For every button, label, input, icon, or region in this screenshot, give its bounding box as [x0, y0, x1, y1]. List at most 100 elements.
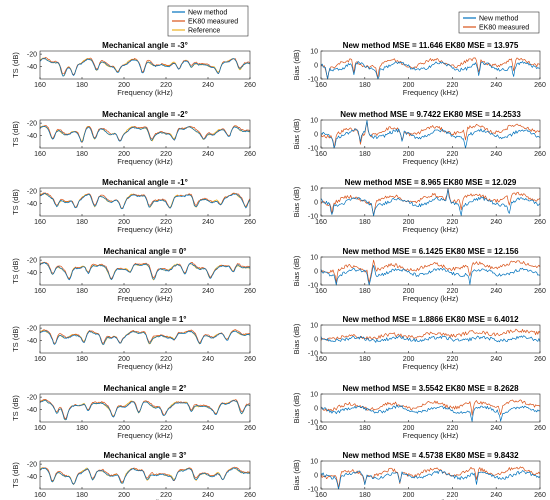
- plot-area: [321, 325, 540, 353]
- axes-frame: [39, 50, 251, 80]
- x-tick-label: 260: [244, 492, 256, 499]
- x-tick-label: 240: [202, 425, 214, 432]
- plot-area: [321, 51, 540, 79]
- plot-title: New method MSE = 3.5542 EK80 MSE = 8.262…: [342, 384, 519, 393]
- legend-box: [458, 11, 540, 34]
- axes-frame: [320, 187, 541, 217]
- x-tick-label: 260: [534, 151, 546, 158]
- y-tick-label: -20: [27, 326, 37, 333]
- x-tick-label: 260: [534, 82, 546, 89]
- x-tick-label: 160: [34, 151, 46, 158]
- plot-area: [321, 461, 540, 489]
- plot-title: Mechanical angle = -1°: [102, 178, 188, 187]
- axes-frame: [39, 324, 251, 354]
- y-tick-label: 10: [310, 255, 318, 262]
- x-tick-label: 220: [447, 219, 459, 226]
- bias-subplot: New method MSE = 8.965 EK80 MSE = 12.029…: [292, 178, 546, 234]
- x-axis-label: Frequency (kHz): [117, 498, 173, 500]
- y-tick-label: -40: [27, 338, 37, 345]
- x-axis-label: Frequency (kHz): [117, 88, 173, 97]
- x-tick-label: 180: [359, 356, 371, 363]
- y-tick-label: -40: [27, 270, 37, 277]
- new-method-line: [39, 125, 251, 143]
- x-tick-label: 180: [76, 492, 88, 499]
- ek80-measured-line: [39, 398, 251, 420]
- x-tick-label: 220: [447, 425, 459, 432]
- new-method-line: [39, 399, 251, 421]
- y-tick-label: 10: [310, 459, 318, 466]
- x-tick-label: 160: [315, 356, 327, 363]
- plot-area: [40, 120, 250, 148]
- plot-area: [321, 394, 540, 422]
- y-tick-label: -10: [308, 351, 318, 358]
- x-tick-label: 160: [34, 492, 46, 499]
- ek80-bias-line: [320, 399, 541, 416]
- plot-area: [40, 325, 250, 353]
- x-axis-label: Frequency (kHz): [403, 157, 459, 166]
- axes-frame: [39, 393, 251, 423]
- bias-subplot: New method MSE = 11.646 EK80 MSE = 13.97…: [292, 41, 546, 97]
- y-axis-label: Bias (dB): [292, 459, 301, 490]
- y-tick-label: 10: [310, 392, 318, 399]
- x-axis-label: Frequency (kHz): [117, 431, 173, 440]
- y-tick-label: 0: [314, 63, 318, 70]
- x-tick-label: 180: [359, 288, 371, 295]
- x-tick-label: 220: [160, 219, 172, 226]
- x-tick-label: 180: [76, 151, 88, 158]
- plot-title: New method MSE = 9.7422 EK80 MSE = 14.25…: [340, 110, 521, 119]
- x-tick-label: 200: [403, 288, 415, 295]
- plot-title: Mechanical angle = 0°: [103, 247, 186, 256]
- y-axis-label: Bias (dB): [292, 255, 301, 286]
- y-tick-label: -20: [27, 395, 37, 402]
- legend-right: New method EK80 measured: [458, 11, 540, 34]
- x-tick-label: 260: [244, 219, 256, 226]
- plot-title: Mechanical angle = -3°: [102, 41, 188, 50]
- plot-area: [40, 257, 250, 285]
- ek80-measured-line: [39, 329, 251, 344]
- plot-title: New method MSE = 4.5738 EK80 MSE = 9.843…: [342, 451, 519, 460]
- x-tick-label: 160: [315, 151, 327, 158]
- x-tick-label: 260: [534, 288, 546, 295]
- new-method-line: [39, 193, 251, 210]
- y-tick-label: 10: [310, 186, 318, 193]
- x-axis-label: Frequency (kHz): [403, 431, 459, 440]
- x-tick-label: 240: [202, 356, 214, 363]
- new-method-bias-line: [320, 404, 541, 422]
- x-tick-label: 160: [34, 425, 46, 432]
- y-tick-label: 0: [314, 337, 318, 344]
- x-tick-label: 260: [244, 151, 256, 158]
- x-tick-label: 220: [160, 151, 172, 158]
- axes-frame: [320, 324, 541, 354]
- x-tick-label: 200: [118, 82, 130, 89]
- new-method-bias-line: [320, 61, 541, 80]
- x-axis-label: Frequency (kHz): [403, 498, 459, 500]
- y-tick-label: -40: [27, 474, 37, 481]
- plot-title: Mechanical angle = -2°: [102, 110, 188, 119]
- x-tick-label: 160: [34, 356, 46, 363]
- x-tick-label: 260: [244, 425, 256, 432]
- y-tick-label: -10: [308, 283, 318, 290]
- ts-subplot: Mechanical angle = 3° 160 180 200 220 240 260 F…: [11, 451, 256, 500]
- x-tick-label: 220: [447, 492, 459, 499]
- x-tick-label: 200: [118, 219, 130, 226]
- plot-title: Mechanical angle = 2°: [103, 384, 186, 393]
- plot-area: [321, 188, 540, 216]
- x-tick-label: 180: [359, 82, 371, 89]
- y-tick-label: 10: [310, 323, 318, 330]
- x-tick-label: 240: [490, 288, 502, 295]
- x-tick-label: 260: [534, 219, 546, 226]
- new-method-bias-line: [320, 188, 541, 217]
- x-tick-label: 180: [76, 356, 88, 363]
- y-tick-label: 10: [310, 49, 318, 56]
- ts-subplot: Mechanical angle = 0° 160 180 200 220 240 260 F…: [11, 247, 256, 303]
- y-axis-label: TS (dB): [11, 462, 20, 488]
- x-tick-label: 240: [202, 288, 214, 295]
- x-tick-label: 240: [490, 356, 502, 363]
- ek80-bias-line: [320, 259, 541, 284]
- bias-subplot: New method MSE = 1.8866 EK80 MSE = 6.401…: [292, 315, 546, 371]
- y-axis-label: TS (dB): [11, 121, 20, 147]
- bias-subplot: New method MSE = 4.5738 EK80 MSE = 9.843…: [292, 451, 546, 500]
- y-axis-label: TS (dB): [11, 326, 20, 352]
- bias-subplot: New method MSE = 3.5542 EK80 MSE = 8.262…: [292, 384, 546, 440]
- y-tick-label: 0: [314, 200, 318, 207]
